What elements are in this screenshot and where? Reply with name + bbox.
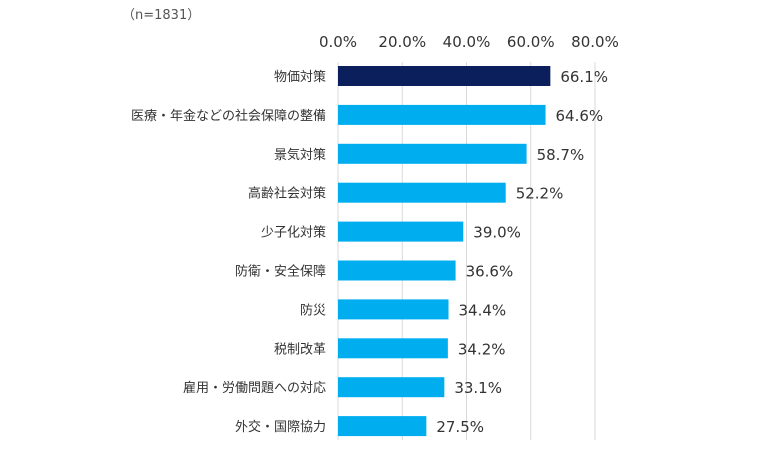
- category-label: 税制改革: [274, 342, 326, 357]
- data-label: 33.1%: [454, 379, 502, 397]
- data-label: 64.6%: [556, 107, 604, 125]
- x-tick-label: 20.0%: [378, 33, 426, 51]
- category-label: 雇用・労働問題への対応: [183, 380, 326, 396]
- data-label: 27.5%: [436, 418, 484, 436]
- bar: [338, 338, 448, 359]
- bar: [338, 104, 546, 125]
- category-label: 防衛・安全保障: [235, 264, 326, 280]
- category-label: 外交・国際協力: [235, 419, 326, 435]
- sample-size-note: （n=1831）: [122, 8, 201, 23]
- data-label: 66.1%: [560, 68, 608, 86]
- category-label: 景気対策: [274, 147, 326, 163]
- category-label: 医療・年金などの社会保障の整備: [131, 108, 326, 124]
- category-label: 防災: [300, 302, 326, 318]
- bar: [338, 182, 506, 203]
- x-tick-label: 0.0%: [319, 33, 357, 51]
- x-tick-label: 40.0%: [443, 33, 491, 51]
- x-tick-label: 80.0%: [571, 33, 619, 51]
- bar: [338, 416, 427, 437]
- data-label: 34.4%: [459, 301, 507, 319]
- bar: [338, 66, 551, 86]
- category-label: 高齢社会対策: [248, 186, 326, 202]
- data-label: 36.6%: [466, 263, 514, 281]
- bar: [338, 299, 449, 320]
- data-label: 58.7%: [537, 146, 585, 164]
- category-label: 物価対策: [274, 69, 326, 85]
- data-label: 39.0%: [473, 224, 521, 242]
- data-label: 34.2%: [458, 340, 506, 358]
- bar: [338, 260, 456, 281]
- bar: [338, 221, 464, 242]
- bar: [338, 377, 445, 398]
- bar: [338, 143, 527, 164]
- x-tick-label: 60.0%: [507, 33, 555, 51]
- data-label: 52.2%: [516, 185, 564, 203]
- category-label: 少子化対策: [261, 225, 326, 241]
